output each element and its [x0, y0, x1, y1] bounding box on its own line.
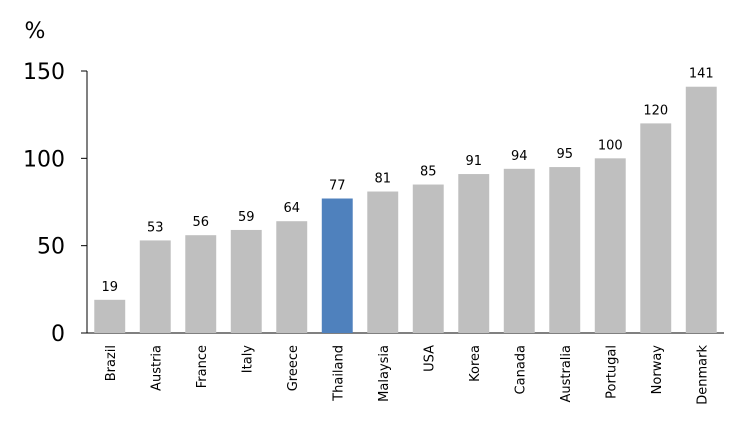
data-label: 141 — [689, 67, 714, 82]
bar — [276, 221, 308, 333]
data-label: 94 — [511, 149, 528, 164]
data-label: 120 — [643, 103, 668, 118]
x-tick-label: France — [195, 345, 210, 388]
bar — [458, 174, 490, 333]
bar — [185, 235, 217, 333]
data-label: 85 — [420, 165, 437, 180]
x-tick-label: Norway — [650, 345, 665, 395]
y-tick-label: 100 — [23, 147, 65, 172]
data-label: 53 — [147, 220, 164, 235]
x-tick-label: Portugal — [604, 345, 619, 399]
data-label: 64 — [283, 201, 300, 216]
bar — [367, 191, 399, 333]
x-tick-label: USA — [422, 345, 437, 372]
data-label: 59 — [238, 210, 255, 225]
bar — [412, 184, 444, 333]
bar — [321, 198, 353, 333]
bar — [139, 240, 171, 333]
bar — [549, 167, 581, 333]
y-tick-label: 50 — [37, 235, 65, 260]
data-label: 81 — [374, 172, 391, 187]
x-tick-label: Austria — [149, 345, 164, 391]
x-tick-label: Malaysia — [377, 345, 392, 402]
x-tick-label: Greece — [286, 345, 301, 391]
data-label: 77 — [329, 179, 346, 194]
data-label: 19 — [101, 280, 118, 295]
data-label: 100 — [598, 138, 623, 153]
x-tick-label: Korea — [468, 345, 483, 382]
bar — [685, 86, 717, 333]
data-label: 95 — [556, 147, 573, 162]
bar — [230, 229, 262, 333]
x-tick-label: Italy — [240, 345, 255, 374]
x-tick-label: Brazil — [104, 345, 119, 381]
x-tick-label: Canada — [513, 345, 528, 394]
x-tick-label: Australia — [559, 345, 574, 403]
x-tick-label: Denmark — [695, 345, 710, 405]
data-label: 56 — [192, 215, 209, 230]
y-tick-label: 150 — [23, 60, 65, 85]
bar — [594, 158, 626, 333]
x-tick-label: Thailand — [331, 345, 346, 402]
bar — [94, 299, 126, 333]
y-tick-label: 0 — [51, 322, 65, 347]
y-axis-label: % — [25, 19, 46, 44]
bar — [503, 168, 535, 333]
data-label: 91 — [465, 154, 482, 169]
bar — [640, 123, 672, 334]
